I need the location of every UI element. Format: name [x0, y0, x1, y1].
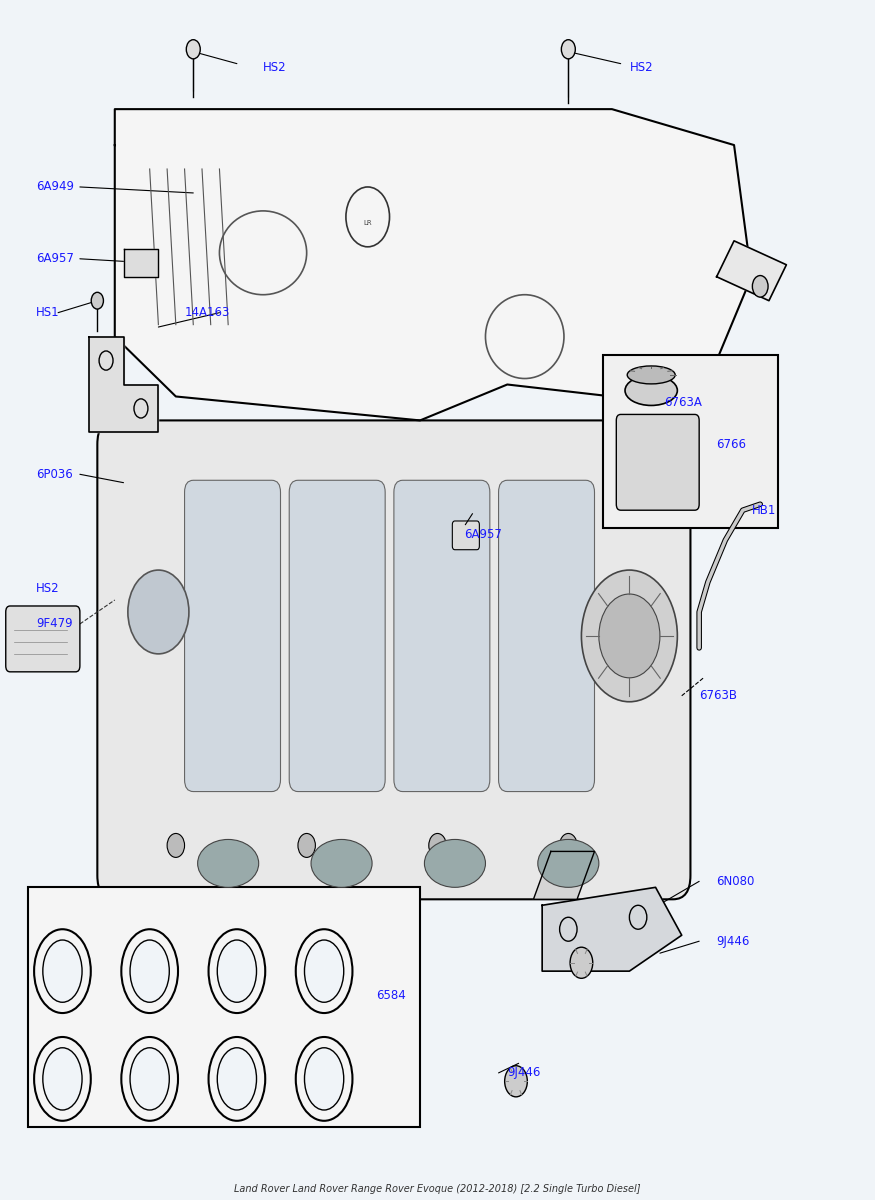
Ellipse shape — [217, 940, 256, 1002]
Polygon shape — [534, 852, 594, 899]
Circle shape — [581, 570, 677, 702]
Ellipse shape — [198, 840, 259, 887]
Text: 6763A: 6763A — [664, 396, 702, 409]
Text: 6P036: 6P036 — [36, 468, 73, 481]
Circle shape — [186, 40, 200, 59]
Circle shape — [167, 834, 185, 858]
Text: Land Rover Land Rover Range Rover Evoque (2012-2018) [2.2 Single Turbo Diesel]: Land Rover Land Rover Range Rover Evoque… — [234, 1184, 640, 1194]
Circle shape — [505, 1066, 528, 1097]
Text: 6763B: 6763B — [699, 689, 737, 702]
Bar — [306, 666, 363, 744]
FancyBboxPatch shape — [97, 420, 690, 899]
Bar — [27, 887, 420, 1127]
Ellipse shape — [424, 840, 486, 887]
Ellipse shape — [538, 840, 598, 887]
Text: 14A163: 14A163 — [185, 306, 230, 319]
Circle shape — [570, 947, 592, 978]
Text: S•G•: S•G• — [281, 546, 594, 654]
Circle shape — [752, 276, 768, 298]
Text: HB1: HB1 — [752, 504, 776, 517]
Text: HS2: HS2 — [36, 582, 60, 594]
Ellipse shape — [304, 1048, 344, 1110]
Circle shape — [562, 40, 575, 59]
Circle shape — [298, 834, 315, 858]
Ellipse shape — [625, 376, 677, 406]
Text: 6766: 6766 — [717, 438, 746, 451]
Polygon shape — [88, 337, 158, 432]
Polygon shape — [542, 887, 682, 971]
FancyBboxPatch shape — [499, 480, 594, 792]
Polygon shape — [123, 250, 158, 277]
Text: 9F479: 9F479 — [36, 618, 73, 630]
Ellipse shape — [43, 1048, 82, 1110]
Polygon shape — [115, 109, 752, 420]
Bar — [420, 666, 477, 744]
Text: 6584: 6584 — [376, 989, 406, 1002]
Bar — [420, 510, 477, 588]
Text: HS1: HS1 — [36, 306, 60, 319]
Ellipse shape — [43, 940, 82, 1002]
Circle shape — [128, 570, 189, 654]
Ellipse shape — [130, 1048, 169, 1110]
Ellipse shape — [304, 940, 344, 1002]
FancyBboxPatch shape — [616, 414, 699, 510]
Text: 6A957: 6A957 — [464, 528, 501, 541]
Circle shape — [598, 594, 660, 678]
Ellipse shape — [311, 840, 372, 887]
Text: 9J446: 9J446 — [507, 1067, 541, 1080]
Text: HS2: HS2 — [263, 61, 287, 73]
Text: 6A957: 6A957 — [36, 252, 74, 265]
Circle shape — [91, 293, 103, 310]
Circle shape — [560, 834, 577, 858]
Polygon shape — [717, 241, 787, 301]
FancyBboxPatch shape — [185, 480, 281, 792]
FancyBboxPatch shape — [290, 480, 385, 792]
Ellipse shape — [217, 1048, 256, 1110]
Bar — [534, 666, 590, 744]
Text: 6A949: 6A949 — [36, 180, 74, 193]
FancyBboxPatch shape — [452, 521, 480, 550]
Bar — [590, 588, 647, 666]
Bar — [534, 510, 590, 588]
Text: 9J446: 9J446 — [717, 935, 750, 948]
Circle shape — [429, 834, 446, 858]
Bar — [477, 588, 534, 666]
FancyBboxPatch shape — [6, 606, 80, 672]
Bar — [306, 510, 363, 588]
Text: HS2: HS2 — [629, 61, 653, 73]
FancyBboxPatch shape — [394, 480, 490, 792]
Ellipse shape — [130, 940, 169, 1002]
Ellipse shape — [627, 366, 676, 384]
Text: LR: LR — [363, 220, 372, 226]
Bar — [603, 354, 778, 528]
Bar — [363, 588, 420, 666]
Text: 6N080: 6N080 — [717, 875, 755, 888]
